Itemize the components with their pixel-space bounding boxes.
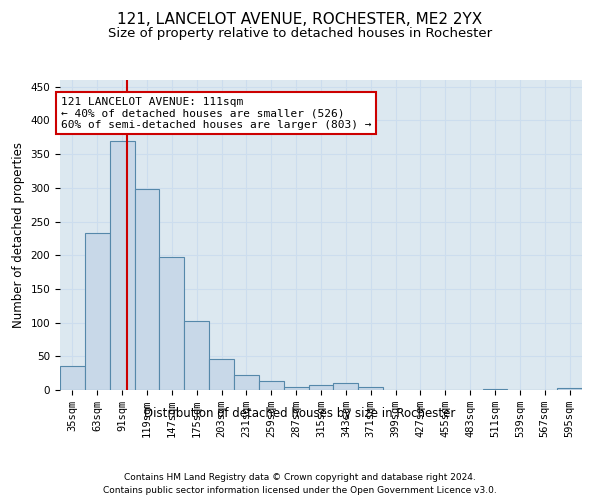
Bar — [209, 359, 234, 390]
Bar — [134, 189, 160, 390]
Bar — [557, 388, 582, 390]
Bar — [284, 386, 308, 390]
Bar — [184, 320, 209, 390]
Y-axis label: Number of detached properties: Number of detached properties — [12, 142, 25, 328]
Text: Size of property relative to detached houses in Rochester: Size of property relative to detached ho… — [108, 28, 492, 40]
Bar — [308, 386, 334, 390]
Bar — [85, 233, 110, 390]
Text: Contains HM Land Registry data © Crown copyright and database right 2024.: Contains HM Land Registry data © Crown c… — [124, 472, 476, 482]
Text: Contains public sector information licensed under the Open Government Licence v3: Contains public sector information licen… — [103, 486, 497, 495]
Bar — [234, 374, 259, 390]
Bar — [60, 366, 85, 390]
Text: 121 LANCELOT AVENUE: 111sqm
← 40% of detached houses are smaller (526)
60% of se: 121 LANCELOT AVENUE: 111sqm ← 40% of det… — [61, 97, 371, 130]
Bar — [334, 384, 358, 390]
Bar — [358, 386, 383, 390]
Bar — [110, 140, 134, 390]
Text: 121, LANCELOT AVENUE, ROCHESTER, ME2 2YX: 121, LANCELOT AVENUE, ROCHESTER, ME2 2YX — [118, 12, 482, 28]
Text: Distribution of detached houses by size in Rochester: Distribution of detached houses by size … — [145, 408, 455, 420]
Bar — [160, 257, 184, 390]
Bar — [259, 380, 284, 390]
Bar — [482, 388, 508, 390]
